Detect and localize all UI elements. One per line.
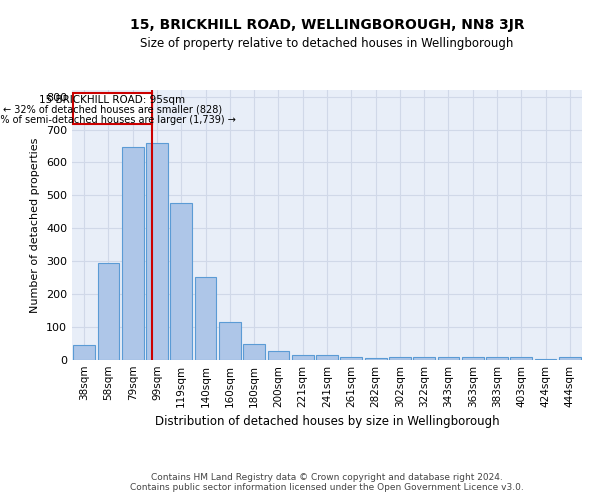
Bar (559, 358, 581, 360)
Y-axis label: Number of detached properties: Number of detached properties (31, 138, 40, 312)
Bar (437, 358, 460, 360)
Bar (535, 359, 556, 360)
Text: ← 32% of detached houses are smaller (828): ← 32% of detached houses are smaller (82… (3, 104, 222, 115)
Bar (243, 344, 265, 360)
Bar (97, 263, 119, 360)
Text: Size of property relative to detached houses in Wellingborough: Size of property relative to detached ho… (140, 38, 514, 51)
Bar (146, 144, 168, 360)
Text: 15 BRICKHILL ROAD: 95sqm: 15 BRICKHILL ROAD: 95sqm (40, 94, 185, 104)
Bar (194, 276, 217, 360)
Text: 67% of semi-detached houses are larger (1,739) →: 67% of semi-detached houses are larger (… (0, 115, 236, 125)
Bar (511, 358, 532, 360)
Bar (73, 345, 95, 360)
X-axis label: Distribution of detached houses by size in Wellingborough: Distribution of detached houses by size … (155, 416, 499, 428)
Bar (413, 358, 435, 360)
Text: 15, BRICKHILL ROAD, WELLINGBOROUGH, NN8 3JR: 15, BRICKHILL ROAD, WELLINGBOROUGH, NN8 … (130, 18, 524, 32)
Bar (219, 322, 241, 360)
Bar (389, 358, 411, 360)
FancyBboxPatch shape (73, 94, 152, 124)
Bar (316, 355, 338, 360)
Bar (462, 358, 484, 360)
Bar (122, 146, 143, 360)
Text: Contains HM Land Registry data © Crown copyright and database right 2024.
Contai: Contains HM Land Registry data © Crown c… (130, 473, 524, 492)
Bar (268, 351, 289, 360)
Bar (292, 355, 314, 360)
Bar (486, 358, 508, 360)
Bar (340, 358, 362, 360)
Bar (365, 358, 386, 360)
Bar (170, 202, 192, 360)
